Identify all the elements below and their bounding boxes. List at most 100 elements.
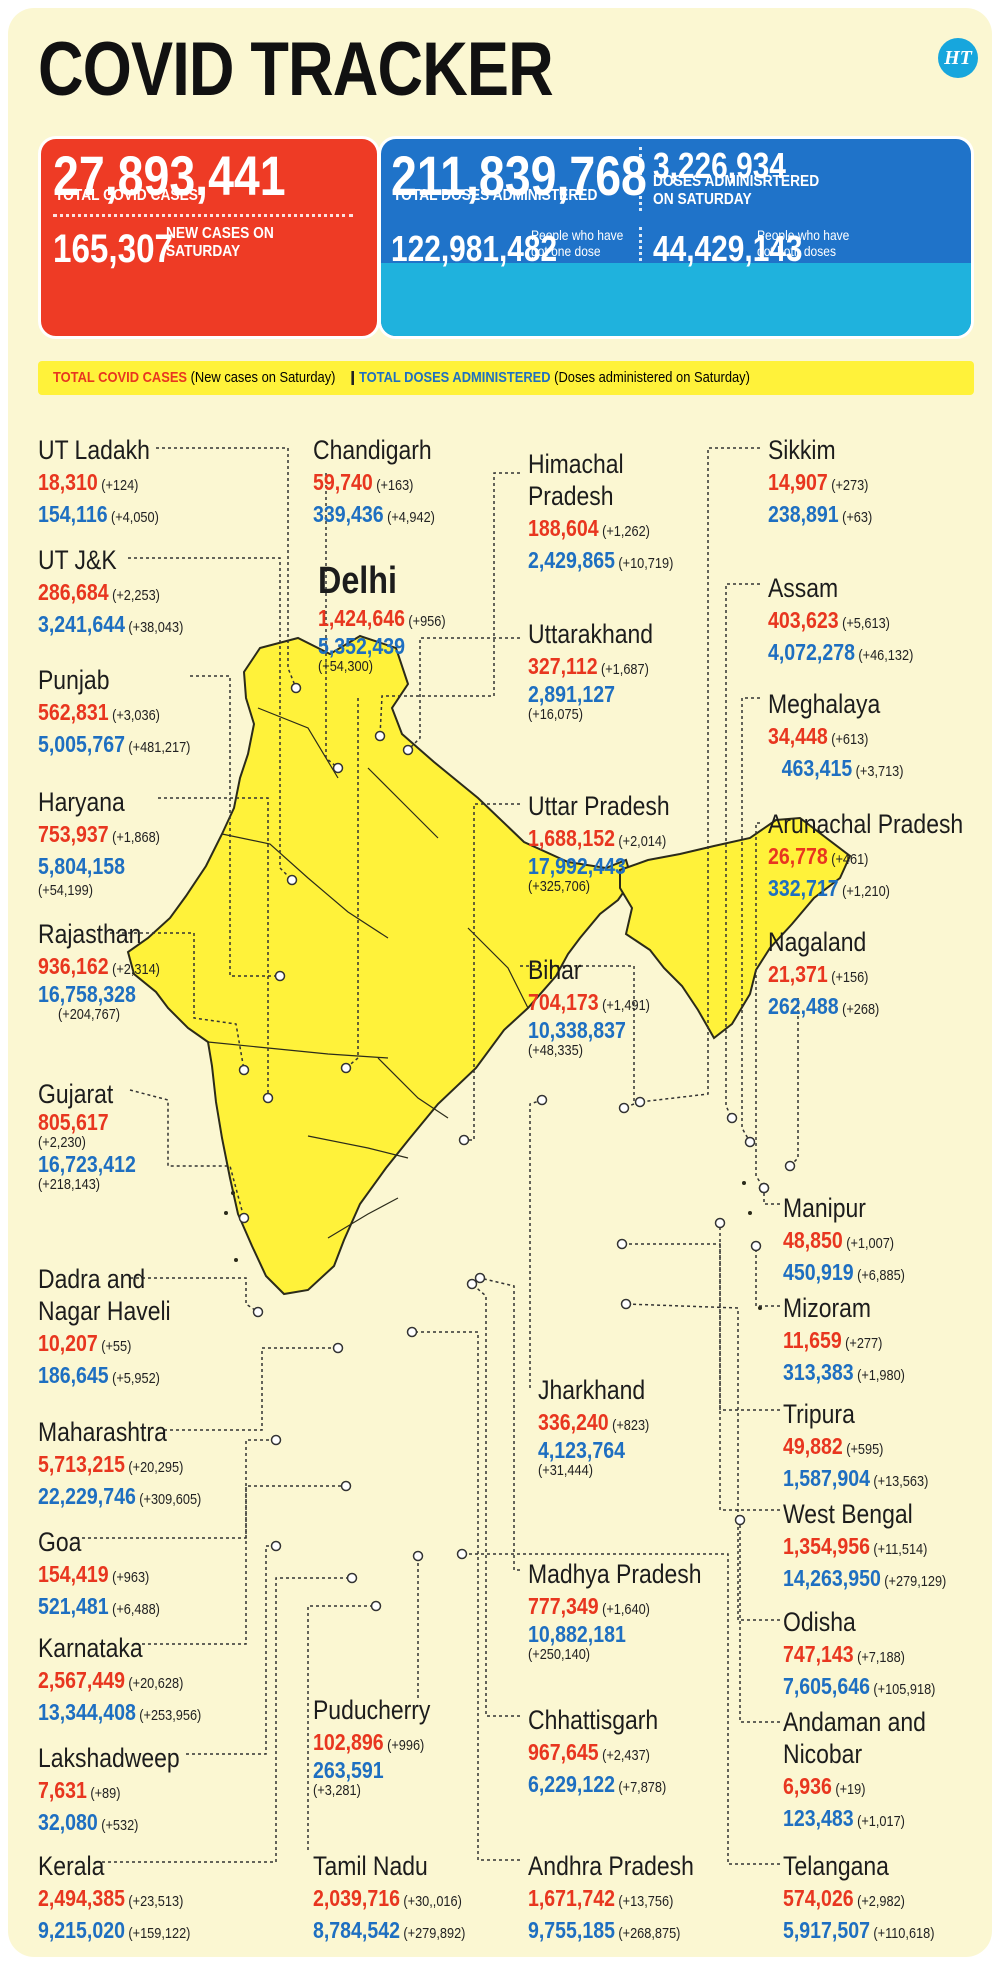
leader-line-assam — [725, 583, 760, 1119]
state-ladakh: UT Ladakh 18,310 (+124) 154,116 (+4,050) — [38, 435, 159, 527]
state-lakshadweep: Lakshadweep 7,631 (+89) 32,080 (+532) — [38, 1743, 180, 1835]
leader-line-bihar — [520, 965, 635, 1109]
state-markers — [238, 682, 796, 1612]
both-doses-label-2: got both doses — [757, 243, 836, 259]
legend-doses: TOTAL DOSES ADMINISTERED — [358, 369, 551, 386]
leader-line-dnh — [130, 1277, 259, 1313]
marker-himachal — [374, 730, 386, 742]
state-puducherry: Puducherry 102,896 (+996) 263,591 (+3,281… — [313, 1695, 431, 1799]
marker-jk — [286, 874, 298, 886]
marker-assam — [726, 1112, 738, 1124]
leader-line-haryana — [158, 797, 269, 1098]
dose-breakdown-strip — [381, 263, 971, 336]
leader-line-mizoram — [755, 1246, 780, 1307]
marker-uttarakhand — [402, 744, 414, 756]
india-map — [76, 447, 852, 1865]
marker-mp — [474, 1272, 486, 1284]
marker-tamilnadu — [370, 1600, 382, 1612]
map-shape — [126, 634, 852, 1310]
state-haryana: Haryana 753,937 (+1,868) 5,804,158 (+54,1… — [38, 787, 160, 899]
state-assam: Assam 403,623 (+5,613) 4,072,278 (+46,132) — [768, 573, 914, 665]
marker-puducherry — [412, 1550, 424, 1562]
state-andaman: Andaman and Nicobar 6,936 (+19) 123,483 (+… — [783, 1707, 926, 1831]
saturday-doses-label-1: DOSES ADMINISRTERED — [653, 173, 820, 190]
legend-bar: TOTAL COVID CASES (New cases on Saturday… — [38, 361, 974, 395]
total-cases-value: 27,893,441 — [53, 144, 286, 207]
marker-rajasthan — [238, 1064, 250, 1076]
marker-andaman — [734, 1514, 746, 1526]
state-jharkhand: Jharkhand 336,240 (+823) 4,123,764 (+31,4… — [538, 1375, 650, 1479]
saturday-doses-value: 3,226,934 — [653, 145, 786, 186]
leader-lines — [76, 447, 799, 1865]
one-dose-value: 122,981,482 — [391, 228, 558, 269]
india-northeast — [619, 816, 852, 1040]
leader-line-andaman — [739, 1520, 780, 1723]
leader-line-himachal — [379, 472, 520, 737]
leader-line-delhi — [345, 698, 359, 1069]
state-meghalaya: Meghalaya 34,448 (+613) 463,415 (+3,713) — [768, 689, 904, 781]
both-doses-label-1: People who have — [757, 227, 850, 243]
leader-line-arunachal — [755, 822, 765, 1189]
leader-line-sikkim — [639, 447, 760, 1103]
state-chandigarh: Chandigarh 59,740 (+163) 339,436 (+4,942) — [313, 435, 435, 527]
state-westbengal: West Bengal 1,354,956 (+11,514) 14,263,95… — [783, 1499, 947, 1591]
leader-line-maharashtra — [164, 1347, 338, 1431]
marker-kerala — [346, 1572, 358, 1584]
marker-ladakh — [290, 682, 302, 694]
state-arunachal: Arunachal Pradesh 26,778 (+461) 332,717 (+… — [768, 809, 964, 901]
divider — [639, 147, 642, 211]
marker-ap — [406, 1326, 418, 1338]
state-up: Uttar Pradesh 1,688,152 (+2,014) 17,992,4… — [528, 791, 670, 895]
leader-line-manipur — [763, 1188, 780, 1205]
leader-line-westbengal — [622, 1243, 780, 1511]
state-maharashtra: Maharashtra 5,713,215 (+20,295) 22,229,74… — [38, 1417, 202, 1509]
marker-manipur — [758, 1182, 770, 1194]
state-jk: UT J&K 286,684 (+2,253) 3,241,644 (+38,043… — [38, 545, 184, 637]
marker-jharkhand — [536, 1094, 548, 1106]
state-chhattisgarh: Chhattisgarh 967,645 (+2,437) 6,229,122 (+… — [528, 1705, 667, 1797]
legend-doses-note: (Doses administered on Saturday) — [554, 369, 750, 386]
marker-nagaland — [784, 1160, 796, 1172]
state-mizoram: Mizoram 11,659 (+277) 313,383 (+1,980) — [783, 1293, 905, 1385]
state-gujarat: Gujarat 805,617 (+2,230) 16,723,412 (+21… — [38, 1079, 136, 1193]
state-delhi: Delhi 1,424,646 (+956) 5,352,439 (+54,300… — [318, 560, 446, 675]
ht-logo-icon: HT — [938, 38, 978, 78]
marker-mizoram — [750, 1240, 762, 1252]
leader-line-tamilnadu — [307, 1605, 376, 1850]
state-sikkim: Sikkim 14,907 (+273) 238,891 (+63) — [768, 435, 873, 527]
state-rajasthan: Rajasthan 936,162 (+2,314) 16,758,328 (+2… — [38, 919, 160, 1023]
marker-lakshadweep — [270, 1540, 282, 1552]
state-nagaland: Nagaland 21,371 (+156) 262,488 (+268) — [768, 927, 880, 1019]
marker-punjab — [274, 970, 286, 982]
marker-odisha — [620, 1298, 632, 1310]
page-title: COVID TRACKER — [38, 27, 554, 112]
leader-line-ladakh — [156, 447, 297, 689]
leader-line-punjab — [190, 675, 280, 977]
state-karnataka: Karnataka 2,567,449 (+20,628) 13,344,408(… — [38, 1633, 202, 1725]
legend-cases-note: (New cases on Saturday) — [190, 369, 336, 386]
total-doses-label: TOTAL DOSES ADMINISTERED — [393, 187, 598, 204]
marker-up — [458, 1134, 470, 1146]
marker-sikkim — [634, 1096, 646, 1108]
state-manipur: Manipur 48,850 (+1,007) 450,919 (+6,885) — [783, 1193, 905, 1285]
divider — [53, 214, 353, 217]
state-bihar: Bihar 704,173 (+1,491) 10,338,837 (+48,33… — [528, 955, 650, 1059]
leader-line-jk — [128, 557, 293, 881]
state-tripura: Tripura 49,882 (+595) 1,587,904 (+13,563) — [783, 1399, 929, 1491]
marker-dnh — [252, 1306, 264, 1318]
leader-line-tripura — [719, 1223, 780, 1411]
marker-chandigarh — [332, 762, 344, 774]
state-borders — [207, 707, 529, 1239]
both-doses-value: 44,429,143 — [653, 228, 803, 269]
state-punjab: Punjab 562,831 (+3,036) 5,005,767 (+481,21… — [38, 665, 191, 757]
divider — [639, 227, 642, 261]
state-goa: Goa 154,419 (+963) 521,481 (+6,488) — [38, 1527, 160, 1619]
leader-line-uttarakhand — [407, 637, 520, 751]
new-cases-label-2: SATURDAY — [166, 243, 241, 260]
leader-line-nagaland — [789, 998, 799, 1167]
one-dose-label-2: got one dose — [531, 243, 601, 259]
one-dose-label-1: People who have — [531, 227, 624, 243]
marker-chhattisgarh — [466, 1278, 478, 1290]
new-cases-label-1: NEW CASES ON — [166, 225, 274, 242]
legend-cases: TOTAL COVID CASES — [53, 369, 188, 386]
